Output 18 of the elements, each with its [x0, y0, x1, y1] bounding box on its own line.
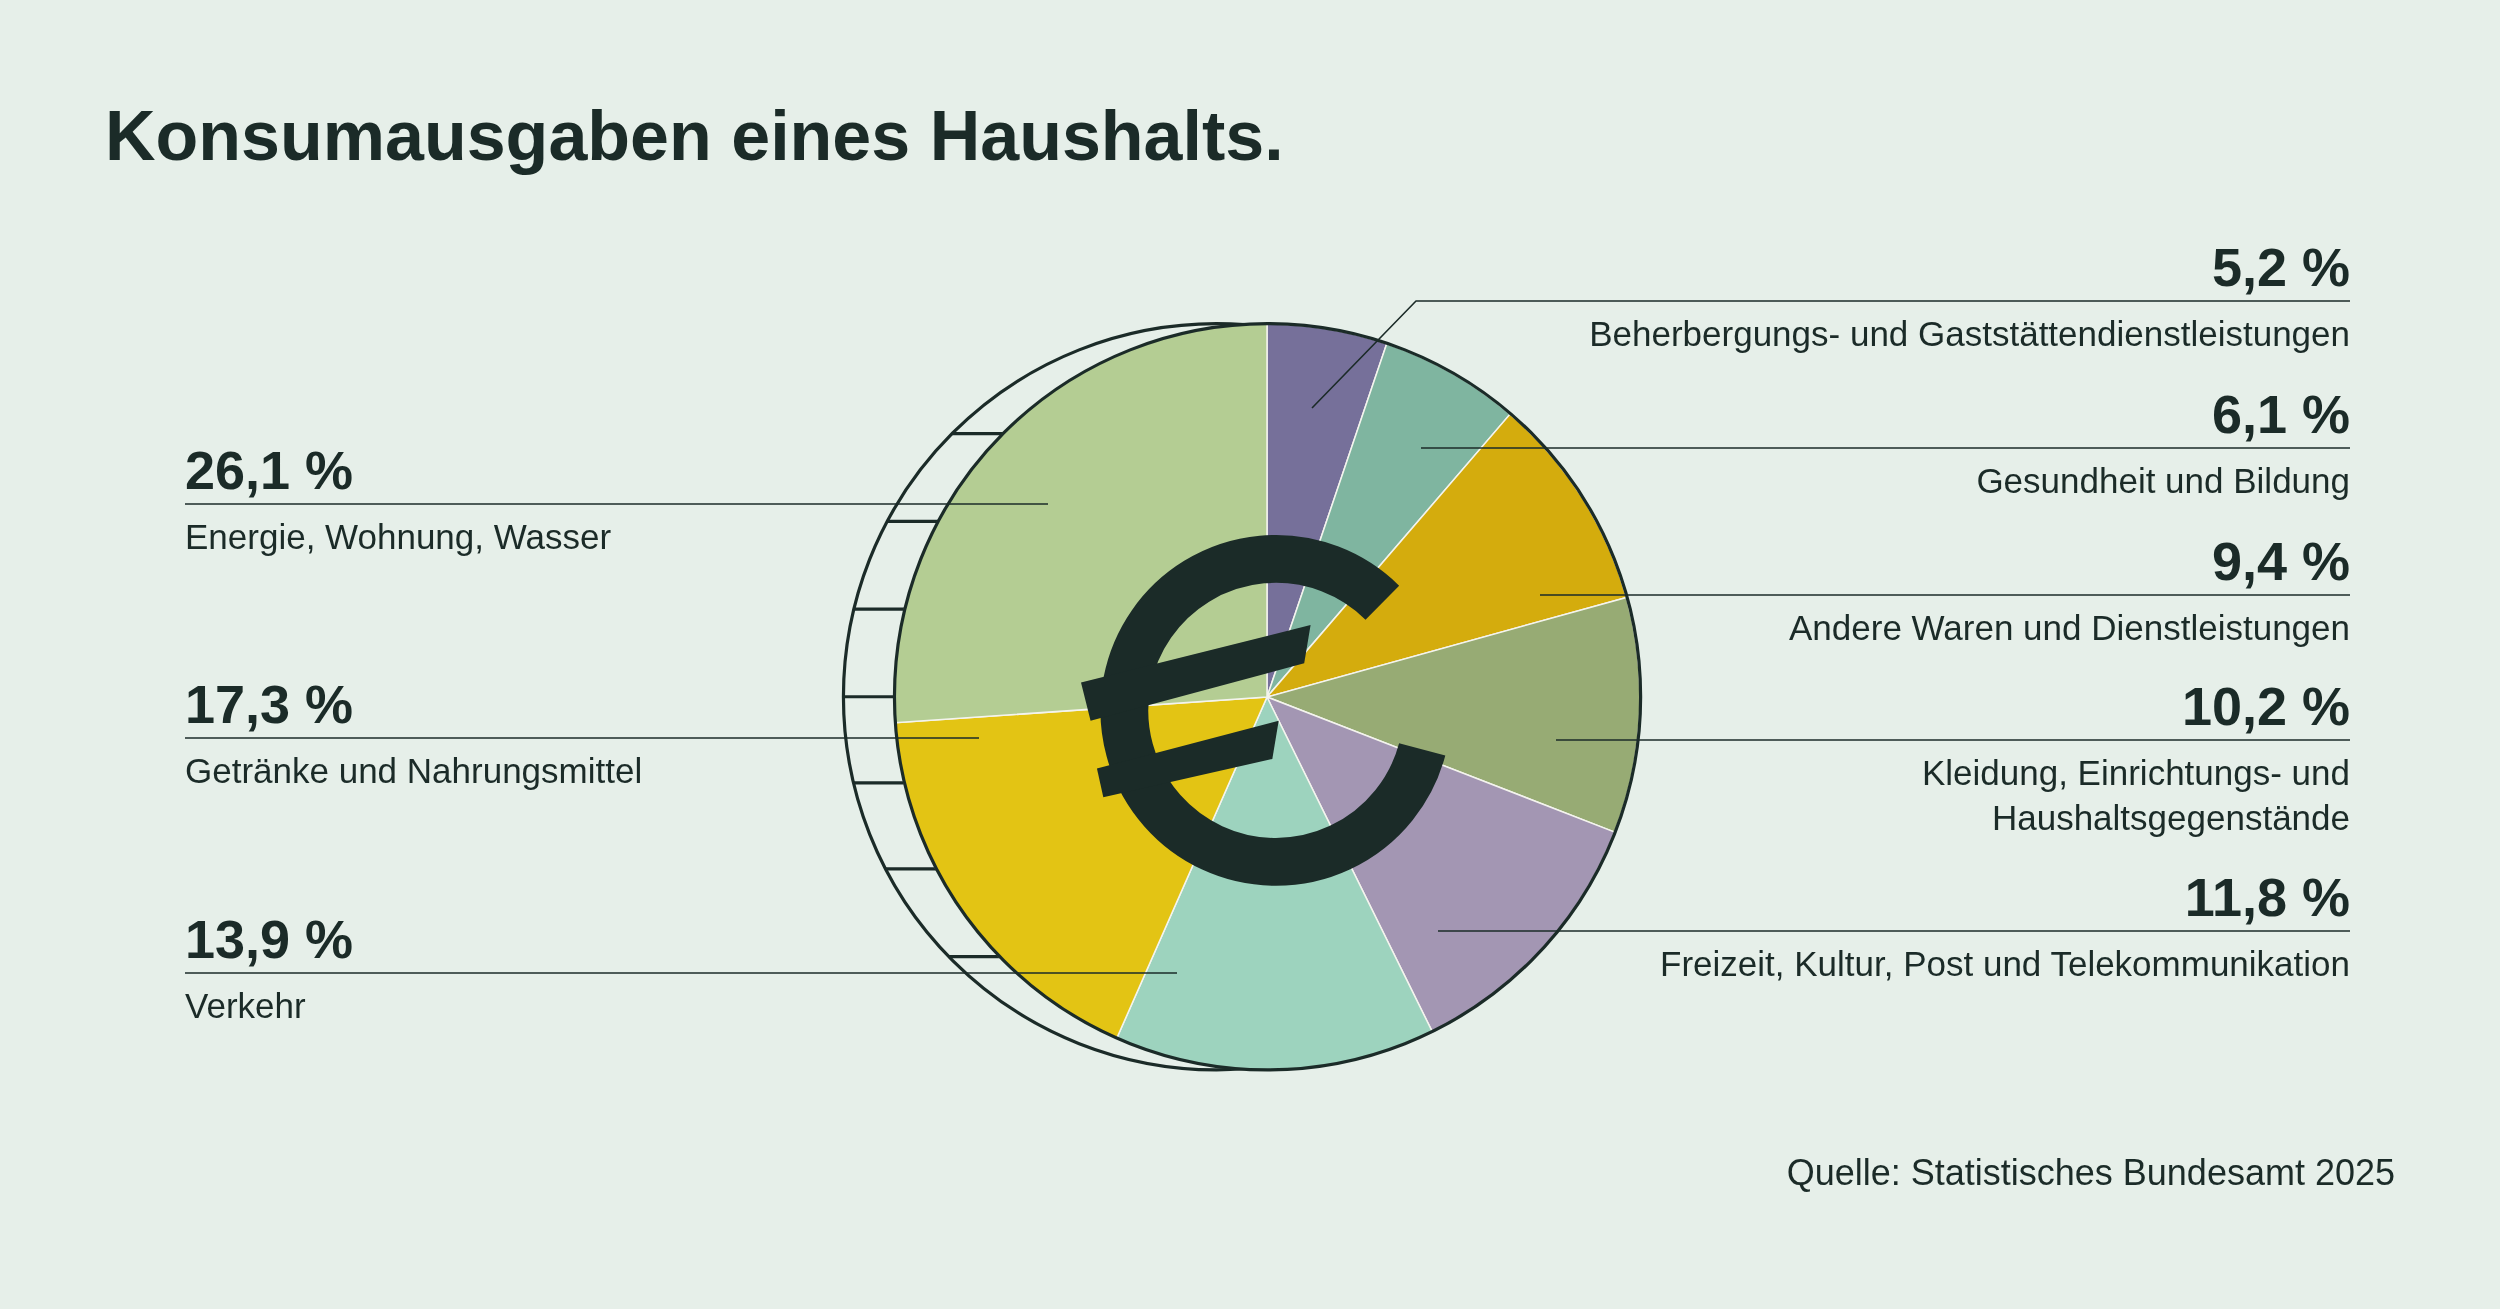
data-label: 9,4 %	[2211, 531, 2350, 591]
slice-label: Gesundheit und Bildung	[1976, 461, 2350, 500]
slice-label: Freizeit, Kultur, Post und Telekommunikation	[1660, 944, 2350, 983]
slice-label: Andere Waren und Dienstleistungen	[1789, 608, 2350, 647]
chart-title: Konsumausgaben eines Haushalts.	[105, 97, 1284, 175]
slice-label: Kleidung, Einrichtungs- und Haushaltsgegenstände	[1921, 753, 2350, 837]
source-note: Quelle: Statistisches Bundesamt 2025	[1786, 1152, 2395, 1193]
data-label: 5,2 %	[2211, 237, 2350, 297]
data-label: 13,9 %	[185, 909, 354, 969]
slice-label: Verkehr	[185, 986, 306, 1025]
data-label: 26,1 %	[185, 440, 354, 500]
data-label: 6,1 %	[2211, 384, 2350, 444]
slice-label: Energie, Wohnung, Wasser	[185, 517, 612, 556]
data-label: 10,2 %	[2181, 676, 2350, 736]
data-label: 17,3 %	[185, 674, 354, 734]
slice-label: Beherbergungs- und Gaststättendienstleistungen	[1589, 314, 2350, 353]
slice-label: Getränke und Nahrungsmittel	[185, 751, 643, 790]
data-label: 11,8 %	[2184, 867, 2350, 927]
